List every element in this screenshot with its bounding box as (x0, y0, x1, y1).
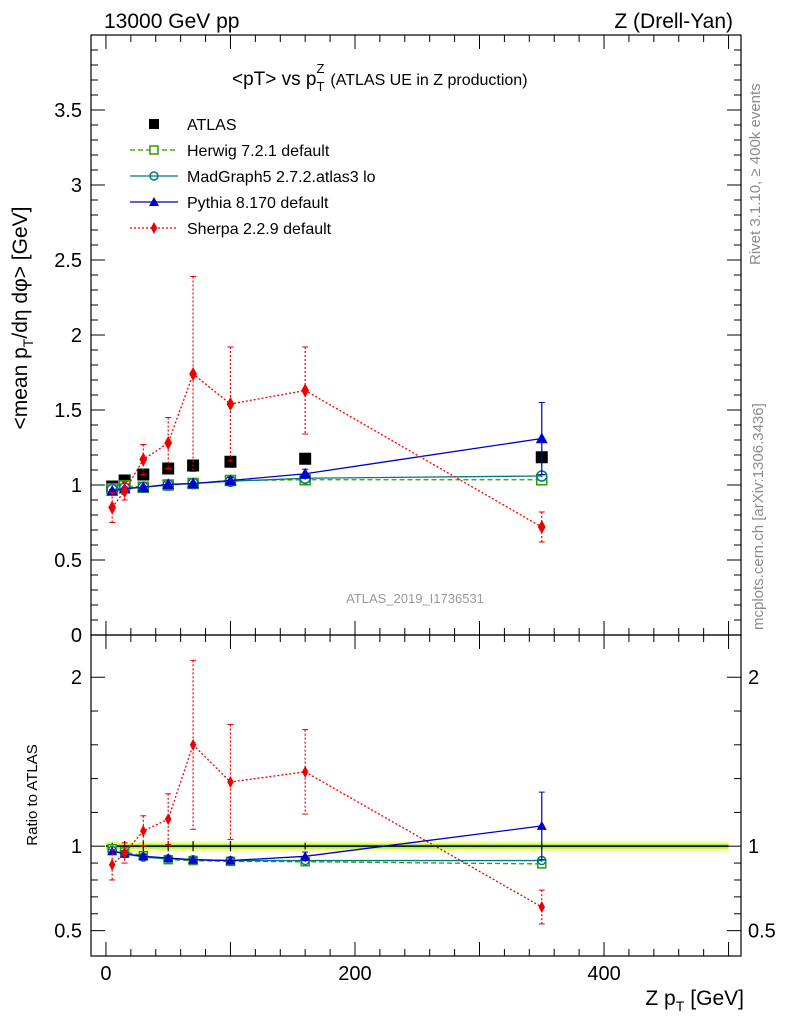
legend-madgraph-marker (149, 171, 159, 181)
plot-title-prefix: <pT> vs p (232, 69, 317, 90)
pythia-main-point (162, 478, 175, 490)
main-y-tick-label: 3 (71, 175, 82, 197)
sherpa-ratio-point (164, 813, 172, 826)
pythia-main-line (112, 437, 542, 492)
legend-madgraph-label: MadGraph5 2.7.2.atlas3 lo (187, 169, 376, 186)
ratio-y-tick-label: 0.5 (54, 921, 82, 943)
pythia-ratio-point (536, 820, 547, 830)
main-y-tick-label: 1.5 (54, 400, 82, 422)
legend-pythia-label: Pythia 8.170 default (187, 195, 329, 212)
x-tick-label: 200 (338, 963, 371, 985)
atlas-main-point (224, 455, 237, 468)
sherpa-ratio-point (140, 824, 147, 837)
sherpa-ratio-point (189, 738, 197, 751)
pythia-ratio-point (188, 854, 199, 864)
ratio-y-tick-label: 1 (71, 836, 82, 858)
x-axis-label: Z pT [GeV] (645, 987, 744, 1014)
axes: 0 200 400 0 0.5 1 1.5 2 2.5 3 3.5 0.5 0.5 1 1 2 2 (54, 34, 776, 985)
y-axis-label-main-sub: T (20, 338, 36, 347)
legend-herwig-label: Herwig 7.2.1 default (187, 143, 330, 160)
y-axis-label-main-a: <mean p (9, 347, 32, 429)
sherpa-ratio-point (538, 901, 546, 914)
plot-title: <pT> vs pTZ (ATLAS UE in Z production) (232, 61, 528, 94)
ratio-panel-data (105, 659, 729, 925)
sherpa-main-point (189, 367, 198, 381)
madgraph-main-line (112, 475, 542, 491)
sherpa-main-point (120, 484, 129, 498)
main-y-tick-label: 0.5 (54, 550, 82, 572)
main-y-tick-label: 1 (71, 475, 82, 497)
legend-pythia-marker (149, 197, 159, 206)
x-axis-label-b: [GeV] (690, 987, 744, 1010)
plot-title-suffix: (ATLAS UE in Z production) (330, 72, 527, 89)
main-panel-data (106, 276, 548, 543)
y-axis-label-main: <mean pT/dη dφ> [GeV] (9, 207, 36, 430)
ratio-y-tick-label-right: 2 (748, 667, 759, 689)
main-y-tick-label: 2.5 (54, 250, 82, 272)
rivet-label: Rivet 3.1.10, ≥ 400k events (747, 83, 764, 265)
main-y-tick-label: 0 (71, 625, 82, 647)
legend-herwig-marker (149, 145, 159, 155)
pythia-main-point (137, 481, 150, 493)
ratio-panel-frame (90, 634, 742, 957)
sherpa-ratio-point (301, 765, 309, 778)
sherpa-main-point (226, 397, 235, 411)
atlas-main-point (299, 452, 312, 465)
y-axis-label-ratio: Ratio to ATLAS (24, 744, 41, 845)
pythia-main-point (106, 485, 119, 496)
pythia-ratio-point (138, 851, 149, 861)
x-tick-label: 0 (100, 963, 111, 985)
ratio-y-tick-label: 2 (71, 667, 82, 689)
header-left: 13000 GeV pp (104, 10, 239, 33)
ratio-y-tick-label-right: 1 (748, 836, 759, 858)
mcplots-label: mcplots.cern.ch [arXiv:1306.3436] (750, 403, 767, 630)
pythia-ratio-point (163, 853, 174, 863)
pythia-main-point (535, 432, 548, 444)
sherpa-ratio-line (111, 743, 543, 908)
sherpa-main-point (537, 520, 546, 534)
x-axis-label-a: Z p (645, 987, 675, 1010)
legend-atlas-label: ATLAS (187, 117, 237, 134)
legend: ATLAS Herwig 7.2.1 default MadGraph5 2.7.2… (130, 117, 376, 238)
main-y-tick-label: 2 (71, 325, 82, 347)
sherpa-main-point (139, 452, 148, 467)
pythia-main-point (299, 467, 312, 479)
main-y-tick-label: 3.5 (54, 100, 82, 122)
sherpa-ratio-point (121, 846, 128, 859)
plot-title-sub: T (317, 79, 325, 94)
sherpa-main-point (164, 436, 173, 450)
header-right: Z (Drell-Yan) (614, 10, 733, 33)
sherpa-main-line (111, 372, 543, 528)
sherpa-ratio-point (108, 858, 116, 871)
pythia-ratio-point (225, 855, 236, 865)
sherpa-ratio-point (227, 775, 234, 788)
legend-sherpa-marker (150, 222, 158, 234)
x-axis-label-sub: T (676, 998, 685, 1014)
x-tick-label: 400 (587, 963, 620, 985)
plot-title-sup: Z (316, 61, 324, 76)
legend-sherpa-label: Sherpa 2.2.9 default (187, 221, 332, 238)
legend-atlas-marker (149, 119, 159, 129)
pythia-main-point (187, 477, 200, 489)
ratio-y-tick-label-right: 0.5 (748, 921, 776, 943)
sherpa-main-point (301, 383, 310, 398)
pythia-ratio-point (300, 851, 311, 861)
sherpa-main-point (108, 500, 117, 515)
pythia-ratio-line (112, 825, 542, 862)
pythia-main-point (224, 474, 237, 486)
y-axis-label-main-b: /dη dφ> [GeV] (9, 207, 32, 339)
analysis-id: ATLAS_2019_I1736531 (346, 591, 484, 606)
